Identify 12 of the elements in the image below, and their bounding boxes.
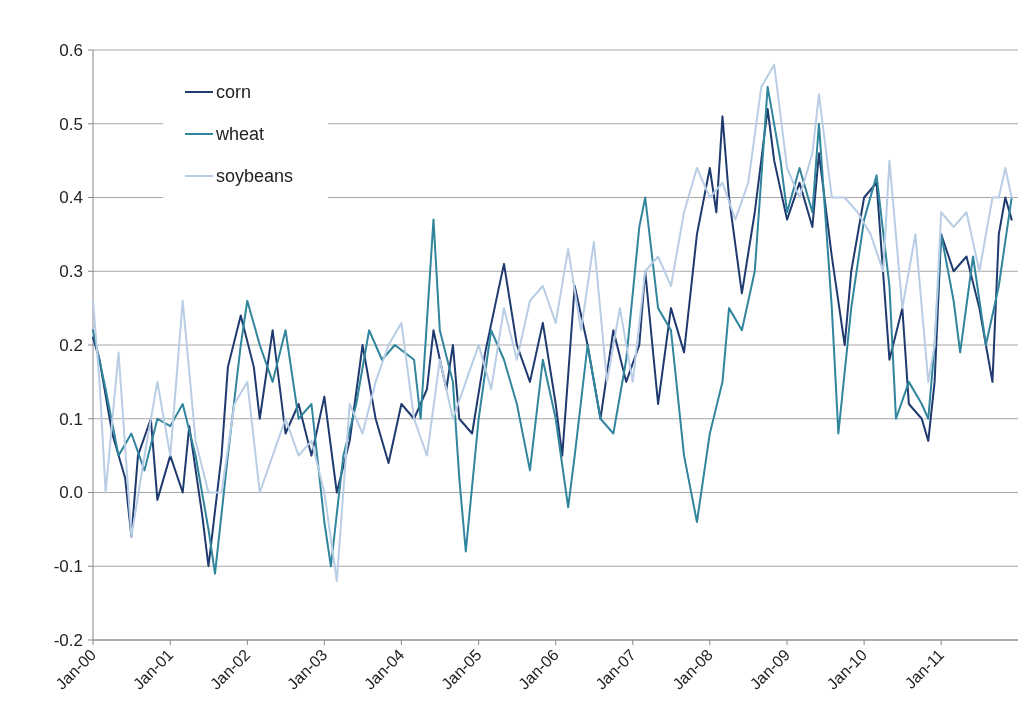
y-tick-label: 0.5 <box>59 114 83 134</box>
y-tick-label: 0.3 <box>59 262 83 282</box>
y-tick-label: -0.1 <box>53 557 83 577</box>
y-tick-label: -0.2 <box>53 630 83 650</box>
y-tick-label: 0.0 <box>59 483 83 503</box>
legend-label: wheat <box>215 124 265 145</box>
legend-label: corn <box>216 82 252 103</box>
y-tick-label: 0.6 <box>59 40 83 60</box>
y-tick-label: 0.1 <box>59 409 83 429</box>
y-tick-label: 0.2 <box>59 335 83 355</box>
y-tick-label: 0.4 <box>59 188 83 208</box>
legend-label: soybeans <box>216 166 294 187</box>
